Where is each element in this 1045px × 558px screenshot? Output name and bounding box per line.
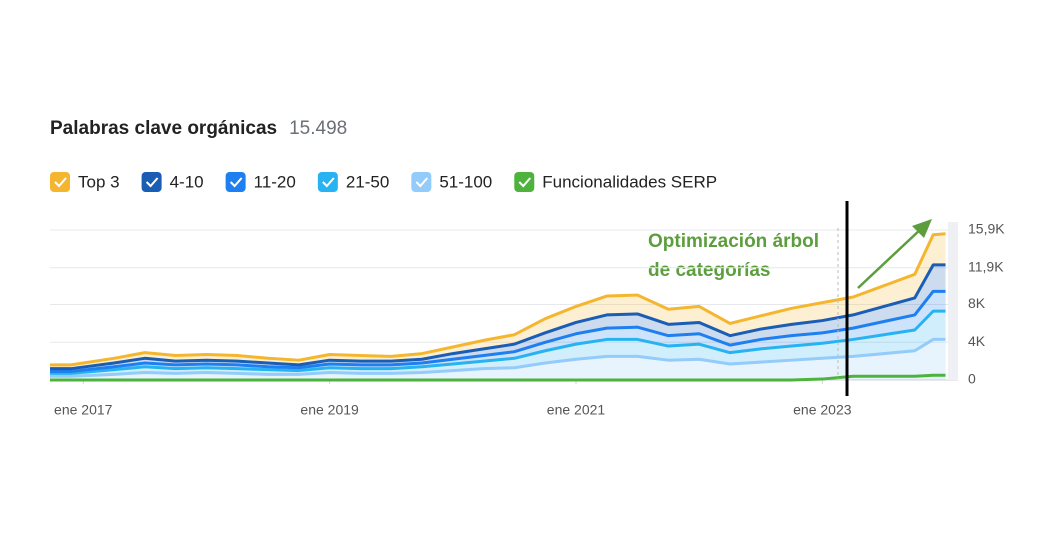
- legend-label: 11-20: [254, 172, 296, 191]
- y-tick-label: 4K: [968, 333, 986, 349]
- legend-check: [518, 177, 532, 188]
- keyword-total: 15.498: [289, 118, 347, 139]
- legend-check: [229, 177, 243, 188]
- x-tick-label: ene 2023: [793, 402, 852, 418]
- legend-label: 51-100: [439, 172, 492, 191]
- y-tick-label: 8K: [968, 295, 986, 311]
- legend-checkbox: [514, 172, 535, 192]
- annotation: Optimización árbol: [648, 231, 819, 252]
- y-tick-label: 11,9K: [968, 258, 1004, 274]
- y-tick-label: 0: [968, 371, 976, 387]
- legend-check: [415, 177, 429, 188]
- legend-label: Top 3: [78, 172, 120, 191]
- legend-checkbox: [225, 172, 246, 192]
- annotation: de categorías: [648, 260, 771, 281]
- series-line: [50, 373, 946, 382]
- area-fill: [50, 233, 946, 369]
- area-fill: [50, 311, 946, 377]
- legend-checkbox: [50, 172, 70, 192]
- trend-arrowhead: [912, 219, 932, 238]
- legend-label: Funcionalidades SERP: [542, 172, 717, 191]
- series-line: [50, 232, 946, 367]
- scroll-track: [948, 222, 958, 380]
- legend-checkbox: [411, 172, 432, 192]
- legend-check: [322, 177, 335, 188]
- area-fill: [50, 264, 946, 372]
- x-tick-label: ene 2019: [300, 402, 359, 418]
- legend-checkbox: [317, 172, 338, 192]
- chart-title: Palabras clave orgánicas: [50, 118, 277, 139]
- trend-arrow: [857, 227, 923, 289]
- series-line: [50, 337, 946, 378]
- legend-check: [145, 177, 159, 188]
- legend-label: 21-50: [346, 172, 389, 191]
- y-tick-label: 15,9K: [968, 221, 1005, 237]
- series-line: [50, 263, 946, 371]
- x-tick-label: ene 2021: [547, 402, 606, 418]
- legend-check: [54, 177, 67, 188]
- series-line: [50, 289, 946, 374]
- area-fill: [50, 291, 946, 374]
- legend-checkbox: [141, 172, 162, 192]
- area-fill: [50, 339, 946, 380]
- legend-label: 4-10: [170, 172, 204, 191]
- series-line: [50, 309, 946, 375]
- x-tick-label: ene 2017: [54, 402, 113, 418]
